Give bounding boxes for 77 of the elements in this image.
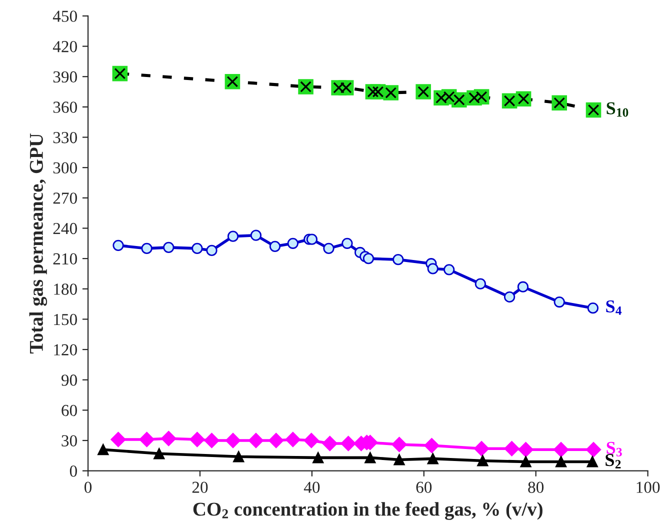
x-axis-title: CO$_{2}$ concentration in the feed gas, % (v/v) [193, 502, 542, 520]
y-tick-label: 330 [53, 132, 77, 144]
point [427, 263, 438, 274]
y-tick-label: 60 [62, 404, 77, 416]
series-label: S$_{10}$ [606, 102, 628, 117]
point [154, 448, 165, 460]
point [192, 242, 203, 254]
point [518, 442, 534, 458]
y-axis-title: Total gas permeance, GPU [29, 134, 48, 354]
y-tick-label: 300 [53, 162, 77, 174]
point [342, 238, 353, 249]
point [248, 432, 264, 448]
point [312, 452, 324, 464]
point [444, 264, 455, 276]
point [520, 456, 532, 468]
point [250, 230, 262, 241]
point [553, 442, 569, 458]
y-tick-label: 390 [53, 71, 77, 83]
y-tick-label: 0 [70, 466, 77, 477]
point [227, 230, 239, 242]
x-tick-label: 60 [416, 482, 432, 493]
y-tick-label: 360 [53, 102, 77, 113]
point [139, 432, 154, 448]
point [161, 430, 176, 446]
point [225, 432, 241, 448]
point [392, 254, 404, 266]
y-tick-label: 240 [53, 222, 77, 234]
point [304, 432, 319, 448]
y-tick-label: 210 [53, 253, 77, 264]
point [517, 281, 529, 292]
series-label: S$_{4}$ [606, 300, 622, 315]
point [554, 296, 565, 308]
point [474, 441, 490, 456]
point [190, 432, 205, 448]
x-tick-label: 80 [528, 482, 544, 493]
y-tick-label: 450 [52, 10, 77, 22]
point [98, 444, 109, 456]
point [392, 436, 407, 452]
point [163, 242, 174, 253]
point [206, 244, 218, 256]
point [587, 302, 599, 314]
y-tick-label: 120 [54, 344, 77, 356]
point [204, 432, 220, 448]
point [504, 441, 520, 456]
y-tick-label: 30 [62, 435, 77, 446]
point [364, 452, 376, 464]
point [322, 436, 338, 452]
x-tick-label: 100 [636, 482, 660, 493]
point [340, 436, 356, 452]
point [427, 453, 438, 464]
point [285, 432, 300, 448]
point [362, 252, 374, 264]
point [141, 242, 152, 254]
y-tick-label: 180 [54, 284, 77, 295]
x-tick-label: 0 [84, 482, 92, 493]
point [268, 432, 284, 448]
point [586, 442, 602, 458]
y-tick-label: 420 [52, 40, 77, 52]
point [586, 456, 598, 468]
point [474, 278, 486, 290]
point [394, 454, 405, 466]
y-tick-label: 150 [54, 314, 77, 326]
point [504, 291, 516, 303]
point [306, 234, 318, 245]
point [323, 242, 334, 254]
y-tick-label: 90 [61, 374, 77, 386]
point [424, 438, 440, 454]
point [287, 238, 298, 249]
point [110, 432, 126, 448]
x-tick-label: 20 [192, 482, 208, 493]
point [112, 240, 124, 251]
point [477, 455, 488, 466]
point [555, 456, 567, 468]
point [233, 451, 244, 462]
x-tick-label: 40 [304, 482, 320, 493]
y-tick-label: 270 [53, 192, 77, 204]
point [269, 240, 281, 252]
